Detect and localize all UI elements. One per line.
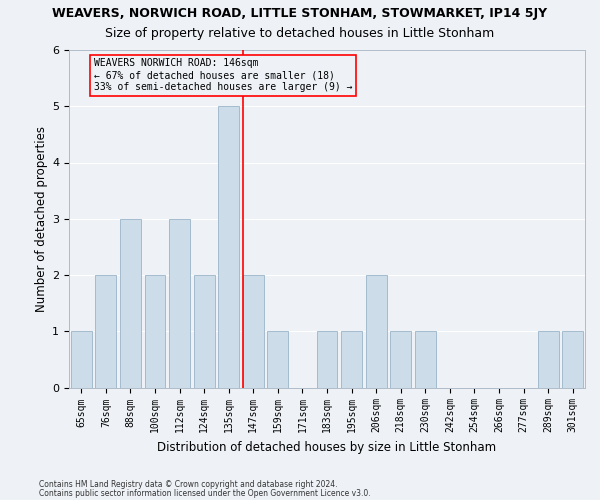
Bar <box>415 331 436 388</box>
Bar <box>145 275 166 388</box>
Bar <box>365 275 386 388</box>
Bar <box>341 331 362 388</box>
X-axis label: Distribution of detached houses by size in Little Stonham: Distribution of detached houses by size … <box>157 441 497 454</box>
Bar <box>71 331 92 388</box>
Bar <box>562 331 583 388</box>
Bar <box>169 219 190 388</box>
Bar <box>317 331 337 388</box>
Text: WEAVERS, NORWICH ROAD, LITTLE STONHAM, STOWMARKET, IP14 5JY: WEAVERS, NORWICH ROAD, LITTLE STONHAM, S… <box>52 8 548 20</box>
Bar <box>218 106 239 388</box>
Bar <box>194 275 215 388</box>
Y-axis label: Number of detached properties: Number of detached properties <box>35 126 48 312</box>
Bar <box>243 275 264 388</box>
Bar <box>95 275 116 388</box>
Text: Size of property relative to detached houses in Little Stonham: Size of property relative to detached ho… <box>106 28 494 40</box>
Bar <box>538 331 559 388</box>
Bar <box>268 331 289 388</box>
Text: Contains public sector information licensed under the Open Government Licence v3: Contains public sector information licen… <box>39 489 371 498</box>
Text: Contains HM Land Registry data © Crown copyright and database right 2024.: Contains HM Land Registry data © Crown c… <box>39 480 337 489</box>
Bar <box>120 219 141 388</box>
Bar <box>390 331 411 388</box>
Text: WEAVERS NORWICH ROAD: 146sqm
← 67% of detached houses are smaller (18)
33% of se: WEAVERS NORWICH ROAD: 146sqm ← 67% of de… <box>94 58 352 92</box>
